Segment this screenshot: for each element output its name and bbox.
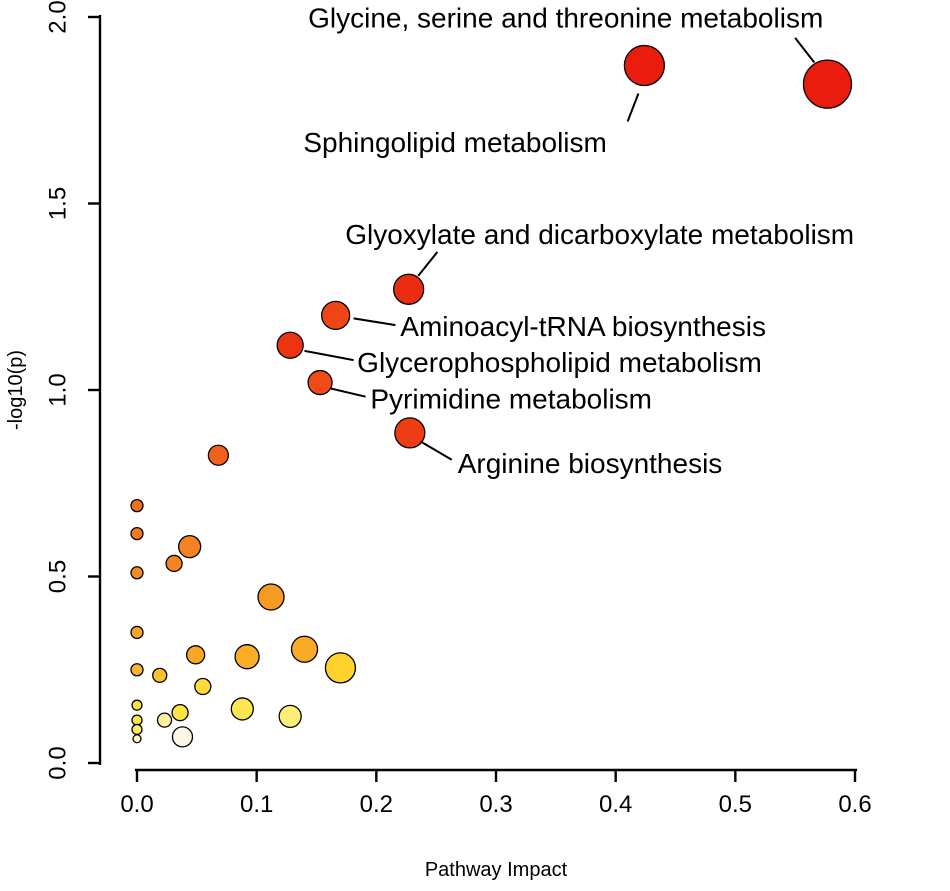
pathway-label: Glyoxylate and dicarboxylate metabolism [345,219,854,250]
axes: 0.0 0.1 0.2 0.3 0.4 0.5 0.6 0.0 0.5 1.0 1.5 2.0 [45,0,872,818]
pathway-point [392,273,425,305]
pathway-point [320,300,351,331]
x-tick-label: 0.3 [479,791,512,818]
pathway-point [307,369,333,396]
pathway-label: Glycerophospholipid metabolism [357,347,762,378]
data-points [130,44,853,748]
pathway-point [185,645,206,665]
pathway-point [324,652,357,684]
y-tick-label: 0.5 [45,560,72,593]
y-tick-label: 2.0 [45,0,72,33]
pathway-point [623,44,666,87]
pathway-point [131,714,143,726]
pathway-point [165,554,183,573]
annotation-leader-line [417,251,439,277]
pathway-point [278,704,302,729]
annotation-leader-line [304,349,354,362]
pathway-point [152,667,168,683]
x-tick-label: 0.5 [719,791,752,818]
y-tick-label: 1.0 [45,373,72,406]
x-tick-label: 0.2 [360,791,393,818]
pathway-point [290,635,319,663]
pathway-point [394,417,426,449]
pathway-point [257,583,285,611]
annotation-leader-line [330,387,366,398]
pathway-label: Arginine biosynthesis [458,448,723,479]
x-tick-label: 0.4 [599,791,632,818]
y-tick-label: 1.5 [45,187,72,220]
pathway-point [130,498,144,513]
y-tick-label: 0.0 [45,746,72,779]
pathway-point [130,526,144,541]
pathway-annotations: Glycine, serine and threonine metabolism… [303,2,854,479]
annotation-leader-line [420,440,453,461]
y-axis-title: -log10(p) [5,350,27,430]
pathway-point [156,712,173,728]
pathway-label: Pyrimidine metabolism [370,383,652,414]
pathway-label: Sphingolipid metabolism [303,127,607,158]
x-tick-label: 0.0 [120,791,153,818]
pathway-point [230,697,254,721]
x-tick-label: 0.1 [240,791,273,818]
pathway-label: Glycine, serine and threonine metabolism [308,2,823,33]
pathway-point [802,59,853,109]
x-axis-title: Pathway Impact [425,859,568,881]
pathway-point [194,677,212,696]
pathway-point [276,331,304,359]
annotation-leader-line [626,93,640,122]
annotation-leader-line [794,37,816,64]
pathway-point [130,663,144,677]
pathway-point [207,444,230,466]
pathway-point [171,703,189,722]
pathway-point [131,699,143,711]
x-tick-label: 0.6 [838,791,871,818]
pathway-point [178,535,202,559]
pathway-label: Aminoacyl-tRNA biosynthesis [400,311,766,342]
pathway-point [131,723,143,736]
pathway-point [130,625,144,640]
pathway-point [234,644,260,670]
pathway-point [130,566,144,580]
pathway-point [171,726,194,748]
pathway-point [132,734,142,744]
annotation-leader-line [353,317,396,327]
